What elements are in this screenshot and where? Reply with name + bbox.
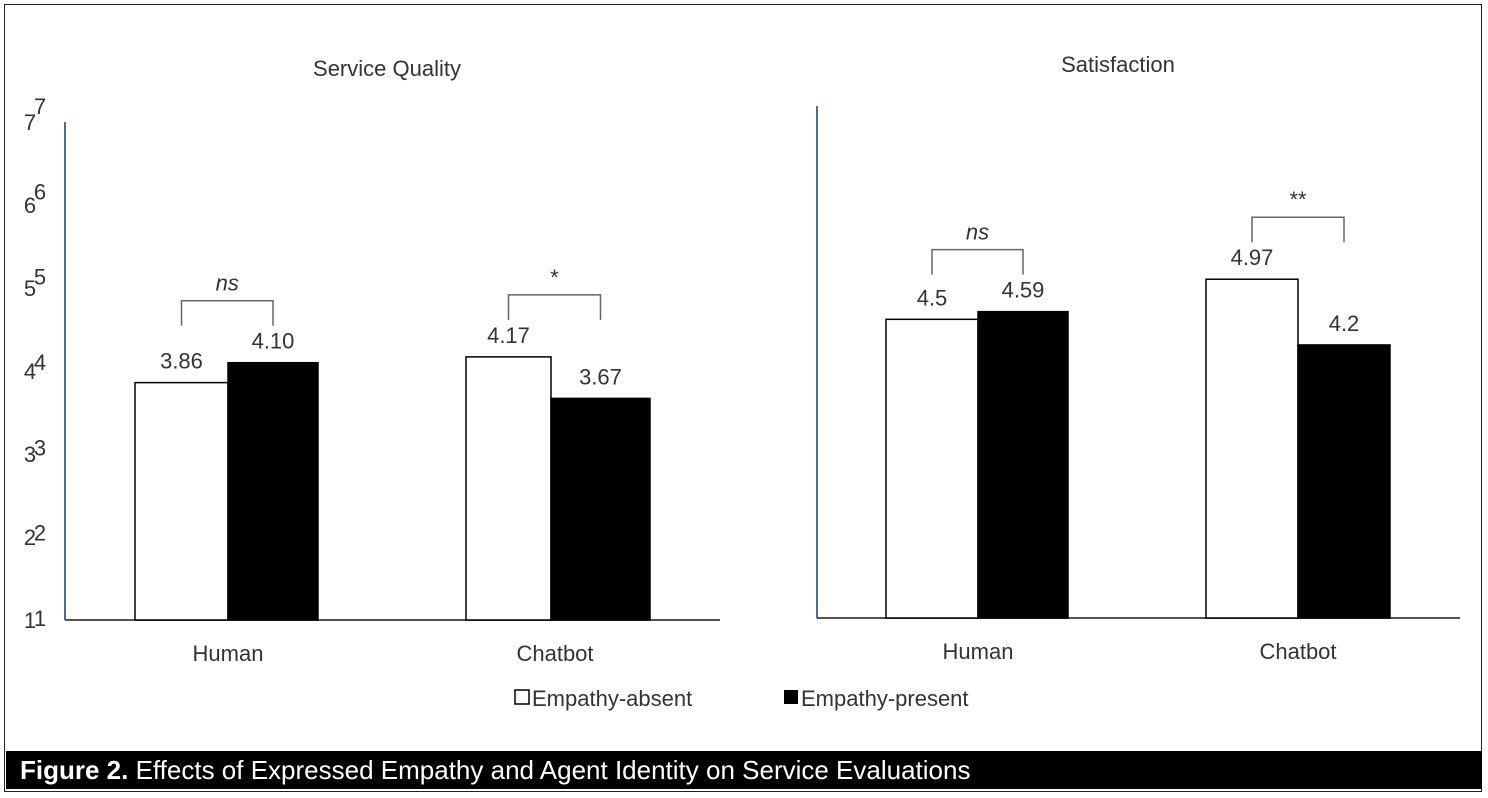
bar-empathy-present — [227, 361, 319, 621]
significance-label: ns — [216, 271, 239, 296]
data-label: 4.10 — [252, 329, 295, 354]
significance-label: ** — [1289, 187, 1307, 212]
y-tick-label: 1 — [34, 606, 46, 631]
data-label: 4.5 — [917, 285, 948, 310]
data-label: 3.67 — [579, 364, 622, 389]
y-tick-label: 4 — [24, 359, 36, 384]
y-tick-label: 7 — [34, 94, 46, 119]
bar-empathy-present — [1297, 344, 1391, 619]
significance-bracket — [1251, 216, 1345, 243]
bar-empathy-absent — [134, 381, 229, 621]
legend-label-empathy-absent: Empathy-absent — [532, 686, 692, 711]
caption-label: Figure 2. — [20, 755, 129, 785]
bar-empathy-absent — [885, 318, 979, 619]
data-label: 4.2 — [1329, 311, 1360, 336]
y-tick-label: 6 — [34, 179, 46, 204]
data-label: 4.17 — [487, 323, 530, 348]
x-tick-label: Chatbot — [516, 641, 593, 666]
significance-bracket — [931, 248, 1024, 275]
significance-label: * — [550, 265, 559, 290]
figure-frame — [4, 4, 1482, 792]
caption-text: Effects of Expressed Empathy and Agent I… — [128, 755, 971, 785]
y-tick-label: 1 — [24, 608, 36, 633]
x-tick-label: Chatbot — [1259, 639, 1336, 664]
bar-empathy-present — [550, 397, 651, 621]
x-tick-label: Human — [193, 641, 264, 666]
y-tick-label: 4 — [34, 350, 46, 375]
y-tick-label: 2 — [24, 525, 36, 550]
chart-title: Service Quality — [313, 56, 461, 81]
y-tick-label: 6 — [24, 193, 36, 218]
legend-swatch-empathy-absent — [514, 689, 530, 705]
significance-label: ns — [966, 220, 989, 245]
y-tick-label: 3 — [24, 442, 36, 467]
data-label: 3.86 — [160, 349, 203, 374]
y-tick-label: 5 — [34, 265, 46, 290]
data-label: 4.97 — [1231, 245, 1274, 270]
legend-swatch-empathy-present — [784, 690, 798, 704]
bar-empathy-absent — [465, 356, 552, 621]
chart-title: Satisfaction — [1061, 52, 1175, 77]
figure-charts: Service Quality 1 2 3 4 5 6 7 Human 3.86 4.10 ns Cha… — [24, 52, 1460, 711]
significance-bracket — [507, 294, 602, 320]
y-tick-label: 2 — [34, 521, 46, 546]
figure-caption: Figure 2. Effects of Expressed Empathy a… — [6, 751, 1482, 789]
bar-empathy-present — [977, 310, 1069, 619]
legend-label-empathy-present: Empathy-present — [801, 686, 969, 711]
significance-bracket — [180, 299, 274, 326]
x-tick-label: Human — [943, 639, 1014, 664]
y-tick-label: 3 — [34, 435, 46, 460]
data-label: 4.59 — [1002, 278, 1045, 303]
y-tick-label: 5 — [24, 276, 36, 301]
bar-empathy-absent — [1205, 278, 1299, 619]
y-tick-label: 7 — [24, 110, 36, 135]
